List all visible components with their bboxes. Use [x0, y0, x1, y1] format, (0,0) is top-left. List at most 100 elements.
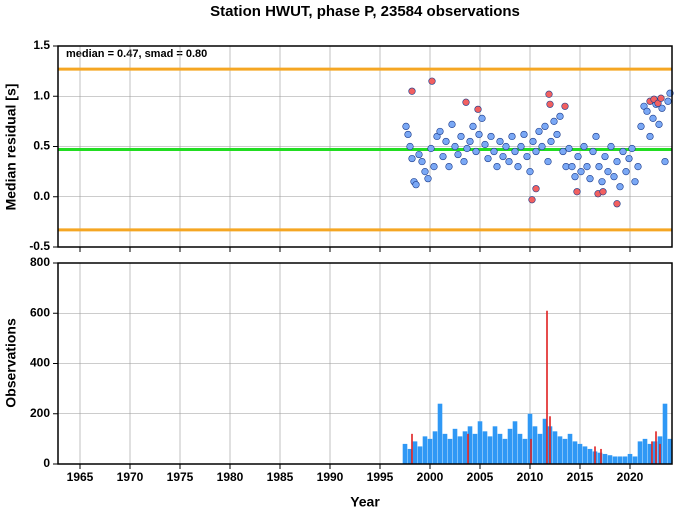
bar	[462, 431, 468, 464]
point	[544, 157, 552, 166]
point	[487, 132, 495, 141]
bar	[552, 431, 558, 464]
bar	[411, 433, 413, 464]
bar	[512, 421, 518, 464]
bar	[594, 446, 596, 464]
bar	[532, 426, 538, 464]
bar	[467, 433, 469, 464]
point	[408, 154, 416, 163]
bar	[502, 438, 508, 464]
x-tick-label: 1970	[117, 470, 144, 484]
bar	[522, 438, 528, 464]
point	[649, 114, 657, 122]
point	[574, 152, 582, 161]
bar	[407, 448, 413, 464]
bar	[546, 310, 548, 464]
point	[505, 157, 513, 166]
bar	[567, 433, 573, 464]
bar	[607, 455, 613, 464]
point	[595, 163, 603, 171]
point	[462, 98, 470, 106]
bar	[597, 452, 603, 464]
y-tick-label: 0	[43, 456, 50, 470]
plot-frame	[57, 45, 673, 248]
point	[664, 97, 672, 105]
point	[502, 142, 510, 151]
point	[448, 120, 456, 128]
bar	[507, 428, 513, 464]
bar	[412, 441, 418, 464]
point	[532, 147, 540, 156]
bar	[482, 431, 488, 464]
point	[442, 137, 450, 146]
point	[583, 163, 591, 171]
bar	[542, 418, 548, 464]
point	[601, 152, 609, 161]
point	[528, 196, 536, 204]
point	[658, 104, 666, 112]
point	[628, 144, 636, 153]
point	[619, 147, 627, 156]
y-tick-label: 400	[30, 356, 50, 370]
point	[511, 147, 519, 156]
bar	[557, 436, 563, 464]
point	[546, 100, 554, 108]
bar	[402, 443, 408, 464]
point	[430, 163, 438, 171]
point	[571, 173, 579, 181]
bar	[627, 453, 633, 464]
point	[526, 168, 534, 176]
y-axis-label: Observations	[3, 318, 19, 408]
bar	[549, 416, 551, 464]
point	[607, 142, 615, 151]
y-tick-label: 0.0	[33, 189, 50, 203]
point	[466, 137, 474, 146]
point	[616, 183, 624, 191]
point	[577, 168, 585, 176]
bar	[467, 426, 473, 464]
point	[508, 132, 516, 141]
x-tick-label: 1975	[167, 470, 194, 484]
bar	[457, 436, 463, 464]
bar	[492, 426, 498, 464]
y-tick-label: 200	[30, 406, 50, 420]
bar	[437, 403, 443, 464]
x-tick-label: 1985	[267, 470, 294, 484]
bar	[612, 456, 618, 464]
point	[517, 142, 525, 151]
point	[514, 163, 522, 171]
bar	[530, 438, 532, 464]
point	[408, 87, 416, 95]
point	[404, 130, 412, 139]
point	[523, 152, 531, 161]
point	[484, 154, 492, 163]
point	[493, 163, 501, 171]
point	[562, 163, 570, 171]
point	[631, 178, 639, 186]
y-tick-label: 1.5	[33, 38, 50, 52]
point	[547, 137, 555, 146]
y-tick-label: 1.0	[33, 88, 50, 102]
point	[592, 132, 600, 141]
bar	[642, 438, 648, 464]
bar	[652, 441, 658, 464]
x-tick-label: 1965	[67, 470, 94, 484]
point	[586, 175, 594, 183]
bar	[655, 431, 657, 464]
point	[418, 157, 426, 166]
point	[436, 127, 444, 136]
point	[532, 185, 540, 193]
x-tick-label: 2010	[517, 470, 544, 484]
point	[451, 142, 459, 151]
point	[643, 107, 651, 115]
x-axis-label: Year	[350, 494, 380, 510]
y-tick-label: 0.5	[33, 139, 50, 153]
bar	[659, 443, 661, 464]
bar	[667, 438, 673, 464]
bar	[562, 438, 568, 464]
bar	[637, 441, 643, 464]
point	[637, 122, 645, 130]
bar	[577, 443, 583, 464]
point	[415, 150, 423, 159]
